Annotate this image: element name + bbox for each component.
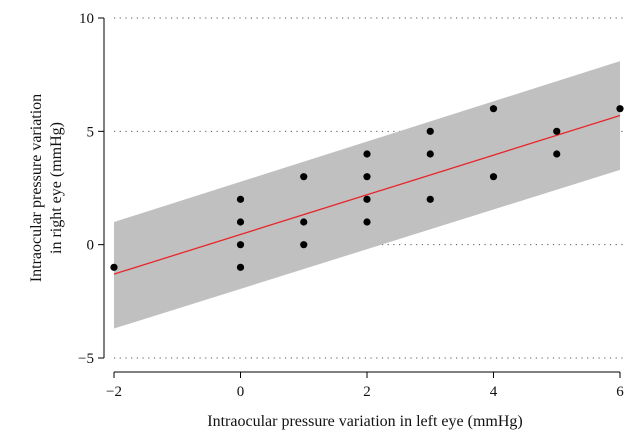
data-point bbox=[489, 173, 498, 181]
data-point bbox=[300, 218, 308, 226]
data-point bbox=[363, 195, 371, 203]
data-point bbox=[426, 195, 434, 203]
data-point bbox=[553, 150, 561, 158]
data-point bbox=[363, 150, 371, 158]
x-tick-label: 6 bbox=[616, 384, 624, 400]
data-point bbox=[236, 241, 245, 249]
y-tick-label: −5 bbox=[78, 351, 94, 367]
data-point bbox=[236, 263, 245, 271]
y-axis-label: Intraocular pressure variation in right e… bbox=[28, 94, 65, 282]
y-tick-label: 0 bbox=[87, 238, 95, 254]
y-tick-label: 5 bbox=[87, 124, 95, 140]
x-tick-label: 0 bbox=[237, 384, 245, 400]
tick-labels: −2 0 2 4 6 −5 0 5 10 bbox=[78, 11, 624, 400]
data-points bbox=[110, 105, 624, 271]
data-point bbox=[426, 127, 434, 135]
data-point bbox=[363, 173, 371, 181]
regression-line bbox=[113, 114, 621, 275]
data-point bbox=[363, 218, 371, 226]
y-axis-label-line: in right eye (mmHg) bbox=[48, 122, 65, 254]
data-point bbox=[616, 105, 624, 113]
axes bbox=[98, 17, 621, 378]
data-point bbox=[489, 105, 498, 113]
data-point bbox=[300, 241, 308, 249]
x-axis-label: Intraocular pressure variation in left e… bbox=[207, 413, 522, 430]
y-axis-label-line: Intraocular pressure variation bbox=[28, 94, 45, 282]
data-point bbox=[300, 173, 308, 181]
data-point bbox=[553, 127, 561, 135]
data-point bbox=[426, 150, 434, 158]
x-tick-label: 2 bbox=[363, 384, 371, 400]
data-point bbox=[110, 263, 118, 271]
x-tick-label: 4 bbox=[490, 384, 498, 400]
y-tick-label: 10 bbox=[79, 11, 94, 27]
data-point bbox=[236, 195, 245, 203]
x-tick-label: −2 bbox=[106, 384, 122, 400]
data-point bbox=[236, 218, 245, 226]
